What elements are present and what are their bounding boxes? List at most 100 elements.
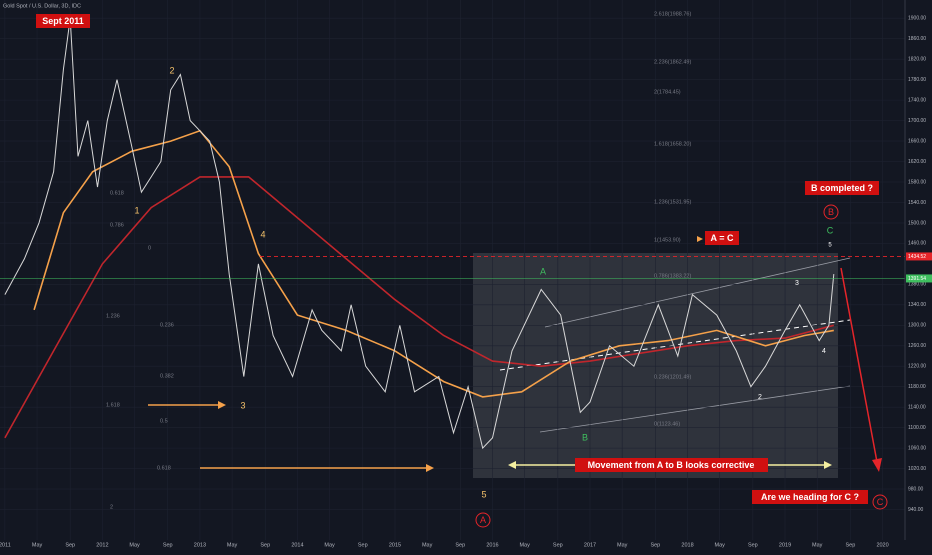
channel-bottom: [539, 385, 851, 433]
x-tick-label: May: [617, 542, 628, 548]
fib-label: 2.236(1862.49): [654, 59, 691, 65]
arrow: [840, 267, 878, 463]
x-tick-label: 2019: [779, 542, 791, 548]
annotation: B completed ?: [811, 183, 873, 193]
y-tick-label: 980.00: [908, 486, 924, 492]
y-tick-label: 1620.00: [908, 159, 926, 165]
y-tick-label: 1100.00: [908, 425, 926, 431]
y-tick-label: 1700.00: [908, 118, 926, 124]
fib-label: 1.618: [106, 402, 120, 408]
price-label-box: [906, 252, 932, 261]
x-tick-label: May: [129, 542, 140, 548]
wave-label: 2: [758, 394, 762, 401]
x-tick-label: 2017: [584, 542, 596, 548]
circle: [823, 204, 839, 220]
arrow-head: [697, 236, 703, 242]
x-tick-label: Sep: [845, 542, 855, 548]
annotation: Movement from A to B looks corrective: [588, 460, 755, 470]
price-label-box: [906, 274, 932, 283]
annotation-box: [805, 181, 879, 195]
y-tick-label: 1460.00: [908, 241, 926, 247]
fib-label: 2(1784.45): [654, 89, 681, 95]
fib-label: 1.618(1658.20): [654, 141, 691, 147]
fib-label: 2.618(1988.76): [654, 11, 691, 17]
y-tick-label: 1060.00: [908, 445, 926, 451]
price-label: 1434.52: [908, 254, 926, 260]
arrow-head: [872, 458, 882, 472]
channel-top: [544, 257, 851, 328]
y-tick-label: 940.00: [908, 507, 924, 513]
circle-label: A: [480, 515, 486, 525]
wave-label: 4: [260, 229, 265, 239]
circle-labels: A B C: [475, 204, 888, 528]
fib-label: 0.786: [110, 222, 124, 228]
y-tick-label: 1380.00: [908, 282, 926, 288]
y-tick-label: 1820.00: [908, 57, 926, 63]
fib-label: 1(1453.90): [654, 237, 681, 243]
x-tick-label: 2013: [194, 542, 206, 548]
x-tick-label: 2011: [0, 542, 11, 548]
wave-label: 3: [795, 280, 799, 287]
wave-label: 4: [822, 348, 826, 355]
y-tick-label: 1660.00: [908, 138, 926, 144]
y-tick-label: 1500.00: [908, 220, 926, 226]
y-tick-label: 1260.00: [908, 343, 926, 349]
x-tick-label: 2012: [96, 542, 108, 548]
x-tick-label: May: [519, 542, 530, 548]
x-tick-label: May: [422, 542, 433, 548]
y-tick-label: 1740.00: [908, 97, 926, 103]
y-tick-label: 1180.00: [908, 384, 926, 390]
circle: [475, 512, 491, 528]
circle-label: C: [877, 497, 884, 507]
x-tick-label: May: [715, 542, 726, 548]
series: [0, 18, 905, 450]
x-tick-label: 2018: [681, 542, 693, 548]
y-tick-label: 1140.00: [908, 405, 926, 411]
price-label: 1391.54: [908, 276, 926, 282]
fib-label: 0.5: [160, 418, 168, 424]
series-line: [33, 129, 834, 398]
arrows: [148, 236, 882, 472]
x-tick-label: Sep: [65, 542, 75, 548]
y-tick-label: 1020.00: [908, 466, 926, 472]
fib-label: 0.618: [110, 190, 124, 196]
x-tick-label: Sep: [260, 542, 270, 548]
x-tick-label: Sep: [553, 542, 563, 548]
y-tick-label: 1540.00: [908, 200, 926, 206]
arrow-head: [218, 401, 226, 409]
channel-mid: [499, 319, 851, 371]
wave-label: 2: [169, 65, 174, 75]
x-tick-label: Sep: [163, 542, 173, 548]
annotation: Are we heading for C ?: [761, 492, 859, 502]
x-tick-label: Sep: [358, 542, 368, 548]
arrow-head: [824, 461, 832, 469]
arrow-head: [426, 464, 434, 472]
y-tick-label: 1220.00: [908, 364, 926, 370]
annotation-box: [36, 14, 90, 28]
x-tick-label: Sep: [748, 542, 758, 548]
wave-label: 5: [828, 243, 832, 249]
series-line: [4, 18, 835, 450]
wave-label: C: [827, 225, 834, 235]
x-tick-label: Sep: [650, 542, 660, 548]
x-tick-label: 2014: [291, 542, 303, 548]
x-tick-label: May: [324, 542, 335, 548]
x-tick-label: May: [812, 542, 823, 548]
fib-label: 0.236: [160, 322, 174, 328]
circle-label: B: [828, 207, 834, 217]
wave-label: 5: [481, 489, 486, 499]
wave-labels: 2 1 4 3 5 A B C 3 4 2 5: [134, 65, 833, 499]
x-tick-label: 2020: [876, 542, 888, 548]
annotation-box: [575, 458, 768, 472]
series-line: [4, 176, 835, 439]
wave-label: B: [582, 432, 588, 442]
x-tick-label: 2016: [486, 542, 498, 548]
x-tick-label: 2015: [389, 542, 401, 548]
arrow-head: [508, 461, 516, 469]
fib-label: 0.786(1383.22): [654, 273, 691, 279]
fib-label: 1.236: [106, 313, 120, 319]
y-tick-label: 1860.00: [908, 36, 926, 42]
wave-label: A: [540, 266, 546, 276]
y-tick-label: 1300.00: [908, 323, 926, 329]
annotation-box: [752, 490, 868, 504]
